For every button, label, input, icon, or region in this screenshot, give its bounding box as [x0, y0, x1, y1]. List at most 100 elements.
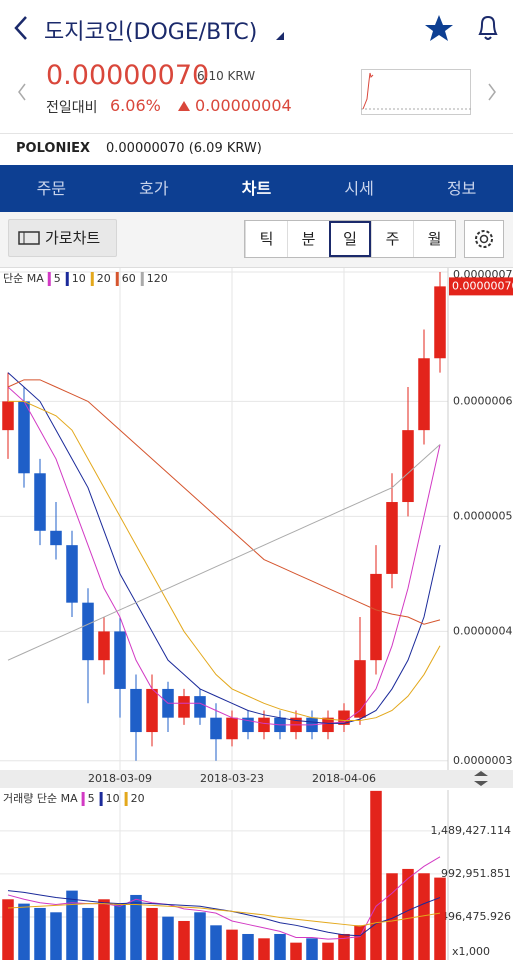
legend-swatch [140, 272, 144, 286]
change-amount: 0.00000004 [195, 96, 292, 115]
legend-label: 5 [88, 792, 95, 805]
tab-bar: 주문 호가 차트 시세 정보 [0, 165, 513, 212]
ma-line [7, 903, 441, 927]
legend-label: 120 [147, 272, 168, 285]
candle-body [194, 696, 206, 718]
volume-bar [18, 903, 30, 960]
next-arrow[interactable] [486, 82, 498, 102]
volume-bar [386, 873, 398, 960]
candle-body [370, 573, 382, 661]
up-triangle [178, 101, 190, 111]
period-option[interactable]: 주 [371, 221, 413, 257]
candle-body [242, 717, 254, 733]
change-percent: 6.06% [110, 96, 161, 115]
landscape-button[interactable]: 가로차트 [8, 219, 117, 257]
candle-body [258, 717, 270, 733]
candle-body [354, 660, 366, 718]
legend-swatch [47, 272, 51, 286]
volume-bar [210, 925, 222, 960]
candle-body [18, 401, 30, 474]
legend-label: 20 [97, 272, 111, 285]
resize-handle [474, 771, 488, 786]
candle-body [34, 473, 46, 531]
ma-line [7, 444, 441, 661]
exchange-row [0, 133, 513, 165]
volume-bar [114, 903, 126, 960]
current-price-label: 0.00000070 [452, 279, 513, 292]
candle-body [322, 717, 334, 733]
volume-bar [354, 925, 366, 960]
candle-body [338, 710, 350, 725]
legend-label: 10 [106, 792, 120, 805]
volume-bar [274, 933, 286, 960]
volume-bar [2, 899, 14, 960]
tab[interactable]: 주문 [36, 179, 67, 198]
ma-line [7, 379, 441, 625]
volume-bar [370, 790, 382, 960]
legend-label: 10 [72, 272, 86, 285]
period-option[interactable]: 분 [287, 221, 329, 257]
legend-label: 5 [54, 272, 61, 285]
candle-body [418, 358, 430, 431]
tab[interactable]: 시세 [344, 179, 374, 198]
y-tick-label: 496,475.926 [441, 910, 511, 923]
x-tick-label: 2018-04-06 [312, 772, 376, 785]
ma-line [7, 856, 441, 940]
volume-bar [146, 907, 158, 960]
candle-body [402, 430, 414, 503]
volume-bar [338, 933, 350, 960]
volume-bar [82, 907, 94, 960]
landscape-icon [18, 231, 40, 245]
tab[interactable]: 차트 [241, 179, 272, 198]
tab[interactable]: 정보 [446, 179, 477, 198]
settings-button[interactable] [464, 220, 504, 258]
candle-body [178, 696, 190, 718]
dropdown-icon[interactable] [274, 30, 286, 42]
price-panel [0, 268, 513, 770]
period-selector: 틱 분 일 주 월 [244, 220, 456, 258]
x-tick-label: 2018-03-09 [88, 772, 152, 785]
candle-body [434, 286, 446, 359]
y-tick-label: 992,951.851 [441, 867, 511, 880]
candle-body [226, 717, 238, 740]
legend-swatch [90, 272, 94, 286]
tab[interactable]: 호가 [139, 179, 169, 198]
y-tick-label: 0.00000054 [453, 509, 513, 522]
volume-unit: x1,000 [452, 945, 490, 958]
x-tick-label: 2018-03-23 [200, 772, 264, 785]
volume-bar [178, 920, 190, 960]
y-tick-label: 1,489,427.114 [431, 824, 511, 837]
y-tick-label: 0.00000046 [453, 624, 513, 637]
price-krw: 6.10 KRW [197, 69, 256, 83]
volume-bar [306, 938, 318, 960]
volume-bar [434, 877, 446, 960]
period-option[interactable]: 틱 [245, 221, 287, 257]
legend-label: 20 [131, 792, 145, 805]
legend-swatch [115, 272, 119, 286]
back-button[interactable] [12, 14, 32, 42]
volume-bar [50, 912, 62, 960]
legend-swatch [124, 792, 128, 806]
y-tick-label: 0.00000062 [453, 394, 513, 407]
candle-body [2, 401, 14, 431]
candle-body [386, 502, 398, 574]
candle-body [130, 688, 142, 733]
legend-swatch [81, 792, 85, 806]
volume-bar [226, 929, 238, 960]
y-tick-label: 0.00000037 [453, 754, 513, 767]
volume-bar [402, 868, 414, 960]
period-option[interactable]: 월 [413, 221, 455, 257]
volume-bar [130, 894, 142, 960]
ma-line [7, 386, 441, 726]
volume-bar [66, 890, 78, 960]
alarm-bell[interactable] [474, 12, 502, 42]
candle-body [114, 631, 126, 689]
volume-bar [322, 942, 334, 960]
candle-body [210, 717, 222, 740]
period-option[interactable]: 일 [329, 221, 371, 257]
prev-arrow[interactable] [16, 82, 28, 102]
volume-bar [194, 912, 206, 960]
legend-title: 거래량 단순 MA [3, 792, 78, 805]
favorite-star[interactable] [424, 14, 454, 42]
